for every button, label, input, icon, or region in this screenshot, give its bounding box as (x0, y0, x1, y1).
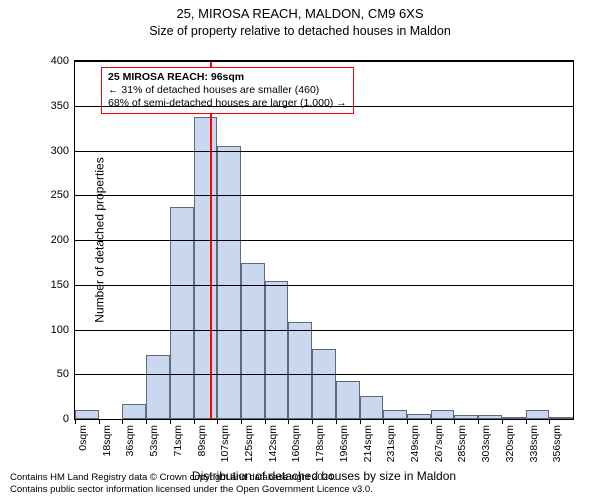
histogram-bar (336, 381, 360, 419)
histogram-bar (360, 396, 384, 419)
chart-area: Number of detached properties 25 MIROSA … (74, 60, 574, 420)
gridline (75, 151, 573, 152)
x-tick-mark (312, 419, 313, 424)
histogram-bar (75, 410, 99, 419)
x-tick-mark (265, 419, 266, 424)
x-tick-label: 338sqm (528, 425, 540, 462)
histogram-bar (170, 207, 194, 419)
x-tick-label: 125sqm (243, 425, 255, 462)
gridline (75, 330, 573, 331)
x-tick-mark (454, 419, 455, 424)
gridline (75, 195, 573, 196)
x-tick-label: 142sqm (267, 425, 279, 462)
x-tick-label: 71sqm (172, 425, 184, 457)
x-tick-label: 214sqm (362, 425, 374, 462)
x-tick-label: 196sqm (338, 425, 350, 462)
annotation-larger: 68% of semi-detached houses are larger (… (108, 97, 347, 110)
x-tick-label: 53sqm (148, 425, 160, 457)
gridline (75, 285, 573, 286)
y-tick-label: 100 (51, 324, 75, 336)
gridline (75, 374, 573, 375)
x-tick-mark (526, 419, 527, 424)
x-tick-label: 89sqm (196, 425, 208, 457)
histogram-bar (217, 146, 241, 419)
y-tick-label: 50 (57, 368, 75, 380)
x-tick-label: 356sqm (551, 425, 563, 462)
histogram-bar (526, 410, 550, 419)
y-tick-label: 350 (51, 100, 75, 112)
x-tick-label: 267sqm (433, 425, 445, 462)
x-tick-label: 249sqm (409, 425, 421, 462)
x-tick-label: 231sqm (385, 425, 397, 462)
x-tick-mark (549, 419, 550, 424)
annotation-box: 25 MIROSA REACH: 96sqm ← 31% of detached… (101, 67, 354, 114)
y-tick-label: 250 (51, 189, 75, 201)
y-tick-label: 0 (63, 413, 75, 425)
x-tick-mark (407, 419, 408, 424)
x-tick-mark (217, 419, 218, 424)
y-tick-label: 200 (51, 234, 75, 246)
histogram-bar (122, 404, 146, 419)
x-tick-mark (146, 419, 147, 424)
x-tick-label: 36sqm (124, 425, 136, 457)
histogram-bar (383, 410, 407, 419)
x-tick-mark (478, 419, 479, 424)
y-tick-label: 400 (51, 55, 75, 67)
x-tick-mark (241, 419, 242, 424)
gridline (75, 61, 573, 62)
y-tick-label: 300 (51, 145, 75, 157)
x-tick-mark (194, 419, 195, 424)
annotation-title: 25 MIROSA REACH: 96sqm (108, 71, 347, 84)
figure: 25, MIROSA REACH, MALDON, CM9 6XS Size o… (0, 0, 600, 500)
x-tick-label: 303sqm (480, 425, 492, 462)
subtitle: Size of property relative to detached ho… (0, 24, 600, 38)
histogram-bar (265, 281, 289, 419)
x-tick-label: 160sqm (290, 425, 302, 462)
histogram-bar (431, 410, 455, 419)
x-tick-label: 18sqm (101, 425, 113, 457)
gridline (75, 106, 573, 107)
address-title: 25, MIROSA REACH, MALDON, CM9 6XS (0, 6, 600, 21)
histogram-bar (288, 322, 312, 419)
x-tick-mark (288, 419, 289, 424)
x-tick-mark (336, 419, 337, 424)
x-tick-mark (170, 419, 171, 424)
y-tick-label: 150 (51, 279, 75, 291)
footer-line-1: Contains HM Land Registry data © Crown c… (10, 472, 373, 484)
x-tick-mark (360, 419, 361, 424)
annotation-smaller: ← 31% of detached houses are smaller (46… (108, 84, 347, 97)
x-tick-label: 0sqm (77, 425, 89, 451)
x-tick-mark (431, 419, 432, 424)
histogram-bar (312, 349, 336, 419)
x-tick-mark (502, 419, 503, 424)
histogram-bar (241, 263, 265, 419)
gridline (75, 240, 573, 241)
x-tick-mark (122, 419, 123, 424)
gridline (75, 419, 573, 420)
x-tick-mark (75, 419, 76, 424)
x-tick-label: 107sqm (219, 425, 231, 462)
histogram-bar (146, 355, 170, 419)
x-tick-mark (383, 419, 384, 424)
x-tick-label: 178sqm (314, 425, 326, 462)
footer-line-3: Contains public sector information licen… (10, 484, 373, 496)
x-tick-label: 285sqm (456, 425, 468, 462)
x-tick-label: 320sqm (504, 425, 516, 462)
x-tick-mark (99, 419, 100, 424)
footer-attribution: Contains HM Land Registry data © Crown c… (10, 472, 373, 496)
